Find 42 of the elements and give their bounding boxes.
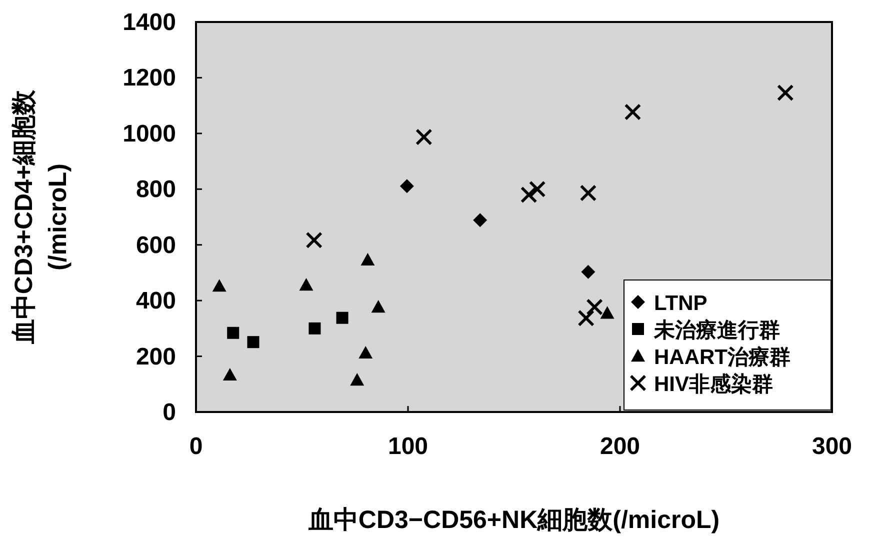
y-tick-label: 400	[136, 288, 176, 315]
point	[371, 300, 386, 313]
legend-label: LTNP	[654, 292, 708, 315]
y-tick-label: 600	[136, 232, 176, 259]
x-tick-label: 100	[388, 433, 428, 460]
point	[360, 252, 375, 266]
point	[416, 128, 432, 146]
point	[473, 213, 488, 228]
point	[580, 184, 597, 202]
point	[400, 179, 414, 194]
y-tick-label: 0	[162, 399, 176, 426]
point	[336, 312, 348, 324]
y-tick-label: 1400	[122, 9, 176, 36]
point	[222, 368, 237, 381]
point	[350, 372, 364, 386]
y-tick-label: 1000	[122, 120, 176, 148]
y-tick-label: 800	[136, 176, 176, 204]
point	[578, 310, 594, 327]
legend-label: HAART治療群	[654, 345, 790, 369]
point	[520, 186, 538, 204]
x-tick-label: 200	[600, 433, 640, 460]
legend-label: 未治療進行群	[653, 318, 780, 342]
point	[358, 346, 373, 359]
point	[586, 298, 603, 316]
point	[306, 232, 322, 249]
point	[212, 279, 226, 292]
point	[600, 306, 614, 319]
point	[528, 180, 546, 198]
x-axis-title: 血中CD3−CD56+NK細胞数(/microL)	[307, 506, 720, 534]
x-tick-label: 0	[189, 433, 203, 460]
point	[776, 84, 794, 102]
x-tick-label: 300	[812, 433, 852, 460]
y-axis-title: 血中CD3+CD4+細胞数 (/microL)	[10, 88, 72, 346]
y-tick-label: 1200	[122, 64, 176, 92]
legend-label: HIV非感染群	[654, 372, 774, 396]
point	[308, 322, 321, 334]
point	[624, 104, 642, 120]
y-tick-label: 200	[136, 343, 176, 370]
point	[227, 326, 240, 339]
point	[299, 278, 314, 291]
point	[581, 264, 596, 279]
point	[247, 336, 260, 348]
